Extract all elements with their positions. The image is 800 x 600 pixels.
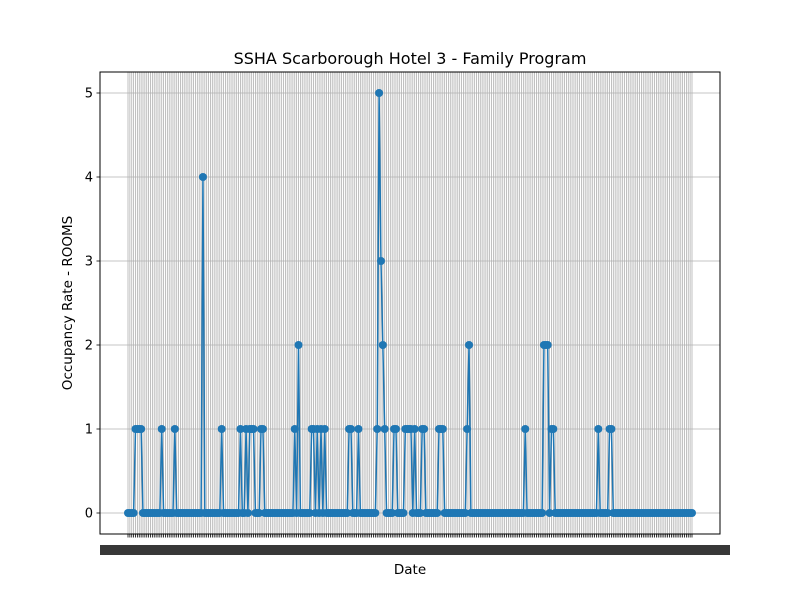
- chart-title: SSHA Scarborough Hotel 3 - Family Progra…: [234, 49, 587, 68]
- data-point: [346, 425, 355, 433]
- y-tick-label: 3: [85, 255, 93, 270]
- data-point: [688, 509, 696, 517]
- gridlines: [100, 72, 720, 534]
- data-point: [538, 509, 547, 517]
- y-axis: 0 1 2 3 4 5: [85, 87, 100, 522]
- y-axis-label: Occupancy Rate - ROOMS: [60, 216, 76, 390]
- data-point: [305, 509, 314, 517]
- data-point: [249, 425, 258, 433]
- y-tick-label: 1: [85, 423, 93, 438]
- data-point: [391, 425, 400, 433]
- data-point: [170, 425, 179, 433]
- data-point: [465, 341, 474, 349]
- data-point: [607, 425, 616, 433]
- data-point: [410, 425, 419, 433]
- series-occupancy: [124, 89, 696, 517]
- data-point: [433, 509, 442, 517]
- data-point: [371, 509, 380, 517]
- data-point: [157, 425, 166, 433]
- y-tick-label: 0: [85, 507, 93, 522]
- data-point: [217, 425, 226, 433]
- data-point: [549, 425, 558, 433]
- data-point: [420, 425, 429, 433]
- plot-frame: [99, 71, 721, 535]
- data-point: [290, 425, 299, 433]
- data-point: [463, 425, 472, 433]
- data-point: [320, 425, 329, 433]
- plot-area: [100, 72, 720, 534]
- data-point: [129, 509, 138, 517]
- data-point: [375, 89, 384, 97]
- x-axis-label: Date: [394, 562, 426, 578]
- data-point: [438, 425, 447, 433]
- data-point: [243, 509, 252, 517]
- data-point: [416, 509, 425, 517]
- x-tick-labels-overlap: [100, 545, 730, 555]
- y-tick-label: 2: [85, 339, 93, 354]
- data-point: [137, 425, 146, 433]
- data-point: [543, 341, 552, 349]
- data-point: [258, 425, 267, 433]
- data-point: [461, 509, 470, 517]
- x-axis: [100, 534, 730, 555]
- data-point: [343, 509, 352, 517]
- data-point: [354, 425, 363, 433]
- y-tick-label: 4: [85, 171, 93, 186]
- data-point: [198, 173, 207, 181]
- data-point: [378, 341, 387, 349]
- y-tick-label: 5: [85, 87, 93, 102]
- data-point: [294, 341, 303, 349]
- data-point: [388, 509, 397, 517]
- data-point: [545, 509, 554, 517]
- data-point: [603, 509, 612, 517]
- data-point: [373, 425, 382, 433]
- data-point: [376, 257, 385, 265]
- data-point: [236, 425, 245, 433]
- data-point: [380, 425, 389, 433]
- data-point: [255, 509, 264, 517]
- data-point: [399, 509, 408, 517]
- data-point: [521, 425, 530, 433]
- data-point: [594, 425, 603, 433]
